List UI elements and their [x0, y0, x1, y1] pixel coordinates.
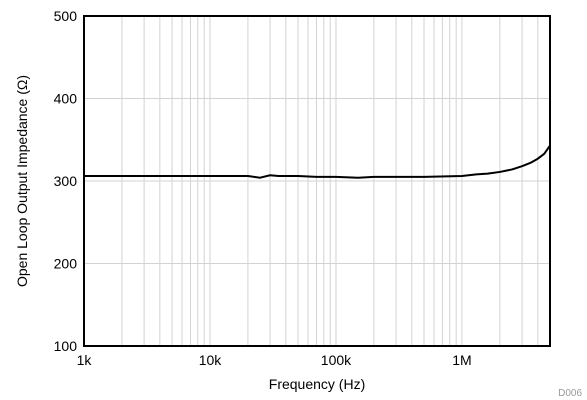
- x-axis-title: Frequency (Hz): [269, 376, 365, 392]
- y-tick-label: 400: [54, 91, 78, 107]
- y-axis-title: Open Loop Output Impedance (Ω): [14, 75, 30, 287]
- x-tick-labels: 1k 10k 100k 1M: [77, 352, 472, 368]
- x-tick-label: 1M: [452, 352, 471, 368]
- y-tick-labels: 100 200 300 400 500: [54, 8, 78, 354]
- y-tick-label: 200: [54, 256, 78, 272]
- y-tick-label: 300: [54, 173, 78, 189]
- x-tick-label: 10k: [199, 352, 223, 368]
- plot-frame: [83, 15, 551, 347]
- series-layer: [84, 144, 551, 179]
- grid: [84, 16, 550, 346]
- y-tick-label: 500: [54, 8, 78, 24]
- y-tick-label: 100: [54, 338, 78, 354]
- x-tick-label: 100k: [321, 352, 352, 368]
- figure-id-label: D006: [558, 388, 582, 399]
- x-tick-label: 1k: [77, 352, 93, 368]
- series-line-impedance: [84, 144, 551, 179]
